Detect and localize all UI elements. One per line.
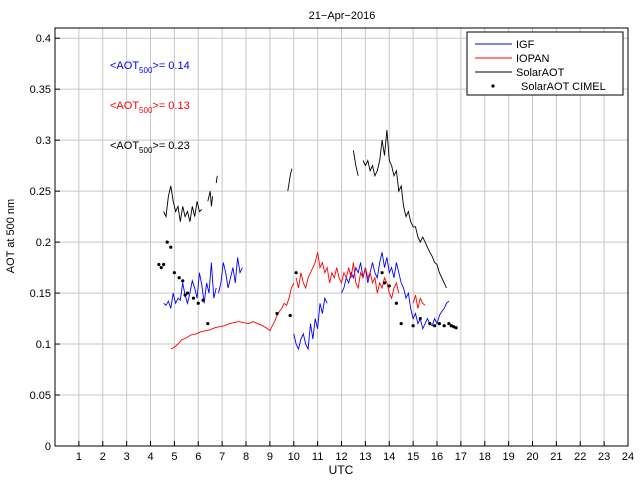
chart-title: 21−Apr−2016	[309, 10, 376, 22]
y-tick-label: 0.2	[36, 237, 51, 249]
cimel-points	[157, 240, 458, 330]
x-tick-label: 7	[219, 451, 225, 463]
cimel-point	[447, 322, 451, 326]
series-line-iopan	[295, 252, 400, 300]
y-tick-label: 0	[45, 441, 51, 453]
series-line-igf	[293, 296, 328, 351]
y-axis-label: AOT at 500 nm	[5, 199, 17, 273]
x-tick-label: 5	[171, 451, 177, 463]
series-line-igf	[218, 257, 243, 294]
cimel-point	[454, 326, 458, 330]
cimel-point	[183, 293, 187, 297]
legend: IGF IOPAN SolarAOT SolarAOT CIMEL	[466, 31, 624, 96]
series-line-igf	[163, 262, 217, 309]
y-tick-label: 0.35	[30, 84, 51, 96]
y-tick-label: 0.1	[36, 339, 51, 351]
cimel-point	[181, 279, 185, 283]
cimel-point	[294, 271, 298, 275]
cimel-point	[169, 245, 173, 249]
x-tick-label: 21	[550, 451, 562, 463]
x-tick-label: 6	[195, 451, 201, 463]
x-tick-label: 10	[288, 451, 300, 463]
y-tick-label: 0.25	[30, 186, 51, 198]
x-tick-label: 16	[431, 451, 443, 463]
y-tick-label: 0.3	[36, 135, 51, 147]
x-tick-label: 22	[574, 451, 586, 463]
cimel-point	[437, 322, 441, 326]
legend-label: IOPAN	[516, 53, 549, 65]
cimel-point	[196, 301, 200, 305]
series-line-iopan	[412, 294, 426, 309]
y-tick-label: 0.05	[30, 390, 51, 402]
x-tick-label: 4	[147, 451, 153, 463]
cimel-point	[411, 324, 415, 328]
cimel-point	[442, 324, 446, 328]
legend-label: SolarAOT	[516, 67, 565, 79]
grid-lines	[55, 28, 628, 446]
series-line-solaraot	[215, 175, 218, 184]
cimel-point	[394, 301, 399, 305]
mean-annotation: <AOT500>= 0.14	[110, 60, 190, 75]
cimel-point	[449, 324, 453, 328]
cimel-point	[428, 322, 432, 326]
series-line-solaraot	[362, 129, 447, 289]
cimel-point	[380, 271, 384, 275]
mean-annotation: <AOT500>= 0.23	[110, 140, 190, 155]
y-axis: 0 0.05 0.1 0.15 0.2 0.25 0.3 0.35 0.4	[30, 33, 60, 453]
series-line-iopan	[170, 282, 295, 350]
cimel-point	[177, 276, 181, 280]
cimel-point	[387, 284, 391, 288]
x-tick-label: 2	[100, 451, 106, 463]
cimel-point	[201, 298, 205, 302]
x-tick-label: 23	[598, 451, 610, 463]
cimel-point	[159, 265, 163, 270]
cimel-point	[206, 322, 210, 326]
x-tick-label: 11	[312, 451, 323, 463]
y-tick-label: 0.4	[36, 33, 51, 45]
x-tick-label: 17	[455, 451, 467, 463]
x-tick-label: 12	[335, 451, 347, 463]
x-tick-label: 20	[526, 451, 538, 463]
x-tick-label: 19	[503, 451, 515, 463]
series-line-igf	[341, 252, 450, 331]
x-tick-label: 15	[407, 451, 419, 463]
x-axis: 1 2 3 4 5 6 7 8 9 10 11 12 13 14 15 16 17 18 19 20 21 22 23 24	[76, 441, 634, 463]
mean-annotations: <AOT500>= 0.14 <AOT500>= 0.13 <AOT500>= 0.…	[110, 60, 190, 155]
series-line-solaraot	[207, 190, 214, 207]
series-line-solaraot	[287, 168, 293, 192]
mean-annotation: <AOT500>= 0.13	[110, 100, 190, 115]
cimel-point	[399, 322, 403, 326]
x-axis-label: UTC	[329, 463, 354, 477]
x-tick-label: 8	[243, 451, 249, 463]
legend-label: SolarAOT CIMEL	[521, 81, 606, 93]
cimel-point	[275, 311, 279, 316]
x-tick-label: 9	[267, 451, 273, 463]
cimel-point	[191, 296, 196, 300]
cimel-point	[433, 324, 437, 328]
series-line-solaraot	[163, 185, 203, 222]
x-tick-label: 3	[124, 451, 130, 463]
series-line-solaraot	[352, 150, 359, 176]
cimel-point	[452, 325, 456, 329]
x-tick-label: 1	[76, 451, 82, 463]
x-tick-label: 24	[622, 451, 634, 463]
legend-marker	[491, 84, 495, 88]
x-tick-label: 18	[479, 451, 491, 463]
series-lines	[163, 129, 450, 351]
x-tick-label: 13	[359, 451, 371, 463]
cimel-point	[185, 291, 190, 295]
cimel-point	[172, 271, 176, 275]
cimel-point	[288, 313, 292, 318]
x-tick-label: 14	[383, 451, 395, 463]
cimel-point	[382, 281, 387, 285]
cimel-point	[418, 316, 422, 321]
cimel-point	[162, 262, 166, 267]
cimel-point	[157, 262, 161, 267]
cimel-point	[165, 240, 169, 244]
y-tick-label: 0.15	[30, 288, 51, 300]
legend-label: IGF	[516, 39, 535, 51]
